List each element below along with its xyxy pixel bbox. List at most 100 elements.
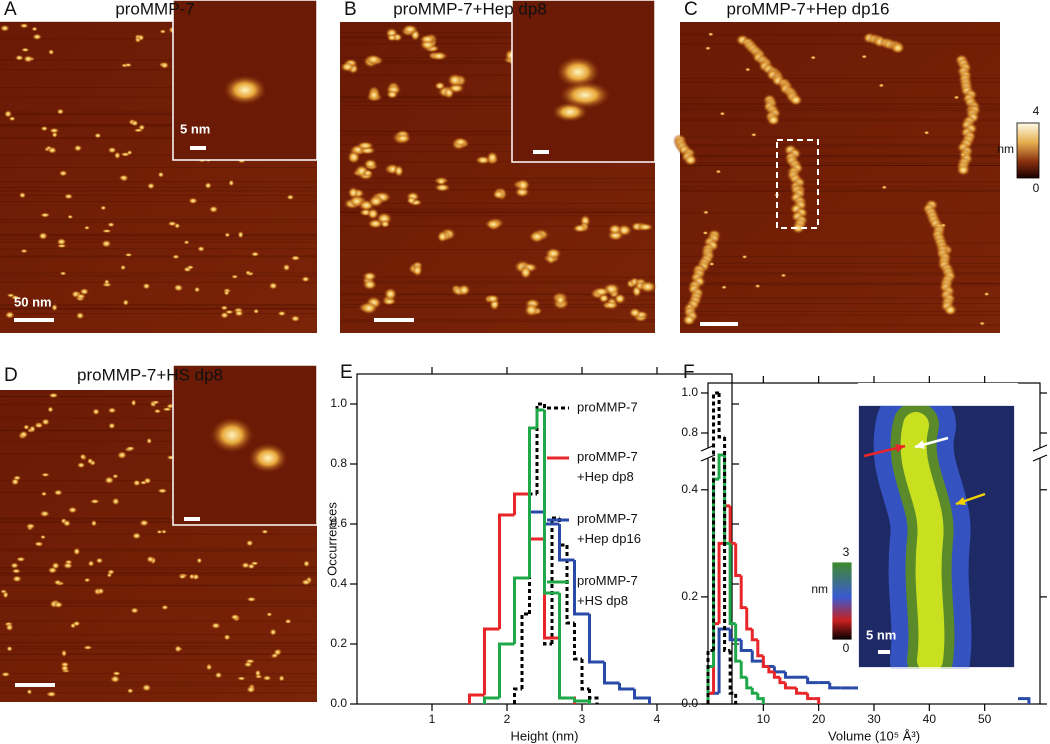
- particle: [41, 418, 50, 426]
- particle: [131, 119, 139, 127]
- histogram-step: [728, 629, 742, 642]
- panel-letter: B: [344, 0, 357, 20]
- panel-letter: E: [340, 362, 353, 383]
- histogram-step: [717, 541, 725, 624]
- particle: [366, 207, 380, 220]
- particle: [186, 265, 195, 270]
- panel-title: proMMP-7+HS dp8: [77, 365, 223, 384]
- axis-break: [1032, 454, 1048, 462]
- legend-label: proMMP-7: [577, 399, 638, 414]
- histogram-step: [618, 683, 635, 691]
- particle: [273, 648, 282, 656]
- particle: [107, 222, 115, 228]
- particle: [56, 108, 65, 115]
- particle: [721, 285, 728, 290]
- particle: [146, 555, 155, 563]
- particle: [178, 574, 187, 580]
- legend-label: proMMP-7 +Hep dp8: [577, 449, 638, 484]
- y-tick-label: 0.4: [330, 576, 347, 590]
- particle: [103, 279, 110, 285]
- particle: [0, 671, 11, 677]
- particle: [132, 479, 141, 487]
- particle: [83, 645, 93, 650]
- particle: [236, 676, 246, 681]
- particle: [250, 561, 259, 566]
- histogram-step: [750, 650, 764, 663]
- particle: [59, 271, 67, 276]
- particle: [48, 49, 55, 55]
- particle: [92, 408, 100, 416]
- particle: [100, 205, 107, 211]
- particle: [6, 293, 15, 298]
- particle: [362, 279, 378, 291]
- y-tick-label: 0.2: [330, 636, 347, 650]
- colorbar-unit: nm: [997, 142, 1014, 156]
- particle: [754, 284, 761, 289]
- particle: [401, 24, 419, 35]
- histogram-step: [739, 639, 753, 652]
- axis-break: [1032, 444, 1048, 452]
- particle: [34, 422, 44, 429]
- particle: [10, 562, 19, 569]
- particle: [362, 169, 374, 177]
- inset-particle: [552, 102, 588, 122]
- particle: [253, 308, 260, 314]
- particle: [137, 34, 145, 42]
- particle: [544, 247, 562, 260]
- fiber-particle: [788, 94, 803, 106]
- particle: [156, 529, 163, 534]
- particle: [38, 231, 48, 240]
- particle: [151, 400, 160, 405]
- particle: [204, 182, 212, 190]
- particle: [231, 274, 239, 279]
- particle: [223, 290, 230, 296]
- particle: [62, 562, 74, 569]
- histogram-step: [1017, 697, 1031, 704]
- particle: [87, 457, 94, 465]
- particle: [125, 446, 136, 451]
- particle: [118, 174, 129, 181]
- particle: [40, 125, 49, 132]
- histogram-step: [806, 677, 819, 685]
- particle: [49, 127, 60, 134]
- particle: [31, 26, 38, 32]
- particle: [367, 88, 381, 102]
- particle: [278, 675, 285, 682]
- particle: [133, 128, 144, 133]
- inset-scale-bar: [878, 650, 890, 654]
- histogram-step: [498, 642, 515, 698]
- particle: [983, 292, 990, 297]
- particle: [15, 556, 26, 562]
- particle: [193, 286, 201, 293]
- particle: [174, 222, 181, 229]
- particle: [32, 33, 42, 41]
- histogram-step: [483, 627, 500, 695]
- histogram-step: [558, 593, 575, 700]
- particle: [269, 628, 277, 636]
- particle: [23, 55, 34, 63]
- particle: [810, 55, 817, 60]
- particle: [23, 424, 30, 430]
- particle: [141, 683, 152, 692]
- particle: [19, 430, 29, 439]
- histogram-step: [778, 677, 786, 685]
- histogram-step: [550, 516, 560, 644]
- histogram-step: [728, 650, 738, 704]
- histogram-step: [558, 524, 575, 562]
- particle: [107, 569, 115, 575]
- fiber-particle: [890, 42, 905, 54]
- particle: [940, 223, 947, 228]
- particle: [157, 171, 165, 178]
- particle: [303, 560, 310, 568]
- particle: [261, 529, 269, 534]
- inset-image: [857, 385, 1016, 700]
- y-tick-label: 1.0: [330, 396, 347, 410]
- histogram-step: [573, 623, 582, 661]
- particle: [572, 223, 588, 233]
- particle: [197, 245, 205, 252]
- colorbar-tick-label: 0: [1033, 181, 1040, 195]
- particle: [14, 54, 24, 61]
- particle: [61, 649, 68, 658]
- particle: [6, 645, 13, 652]
